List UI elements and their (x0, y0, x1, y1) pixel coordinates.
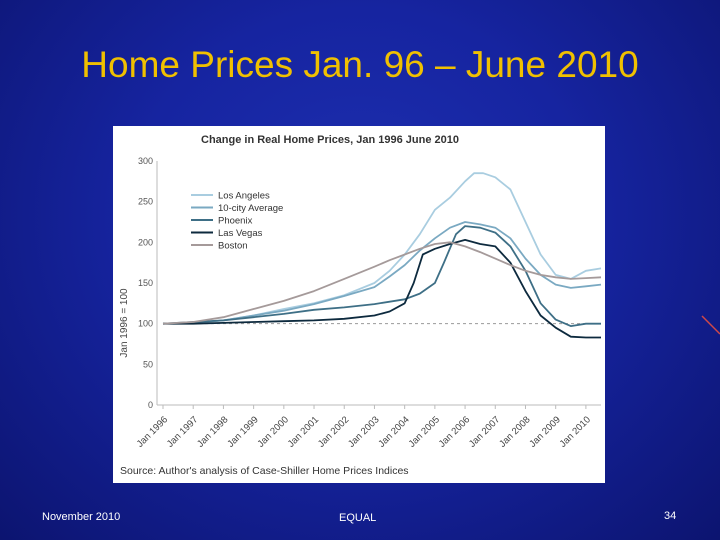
line-chart: Change in Real Home Prices, Jan 1996 Jun… (119, 134, 602, 477)
series-line-las-vegas (163, 239, 601, 339)
y-tick-label: 0 (148, 400, 153, 410)
slide-title: Home Prices Jan. 96 – June 2010 (81, 44, 639, 85)
series-layer (162, 172, 602, 339)
x-tick-label: Jan 2010 (558, 414, 593, 449)
series-line-los-angeles (162, 172, 602, 325)
x-tick-label: Jan 2004 (376, 414, 411, 449)
y-tick-label: 200 (138, 237, 153, 247)
series-line-10-city-average (162, 221, 602, 325)
footer-date: November 2010 (42, 511, 121, 523)
legend-label: 10-city Average (218, 203, 283, 214)
chart-source: Source: Author's analysis of Case-Shille… (120, 465, 409, 477)
x-tick-label: Jan 2001 (286, 414, 321, 449)
x-tick-label: Jan 2008 (497, 414, 532, 449)
y-tick-label: 50 (143, 359, 153, 369)
legend-label: Los Angeles (218, 191, 270, 202)
legend-label: Las Vegas (218, 228, 263, 239)
y-tick-label: 100 (138, 319, 153, 329)
footer-org: EQUAL (339, 512, 377, 524)
y-axis-label: Jan 1996 = 100 (119, 288, 130, 358)
series-line-phoenix (162, 225, 601, 328)
series-line-boston (162, 241, 602, 325)
y-axis: 0 50 100 150 200 250 300 (138, 156, 158, 410)
x-tick-label: Jan 2009 (527, 414, 562, 449)
x-tick-label: Jan 2006 (437, 414, 472, 449)
y-tick-label: 250 (138, 197, 153, 207)
y-tick-label: 300 (138, 156, 153, 166)
y-tick-label: 150 (138, 278, 153, 288)
legend-label: Phoenix (218, 216, 253, 227)
x-tick-label: Jan 2000 (256, 414, 291, 449)
x-tick-label: Jan 2003 (346, 414, 381, 449)
x-tick-label: Jan 2005 (407, 414, 442, 449)
x-tick-label: Jan 1997 (165, 414, 200, 449)
chart-panel: Change in Real Home Prices, Jan 1996 Jun… (113, 126, 605, 483)
x-tick-label: Jan 2002 (316, 414, 351, 449)
legend-label: Boston (218, 241, 248, 252)
x-tick-label: Jan 1996 (135, 414, 170, 449)
x-tick-label: Jan 1998 (195, 414, 230, 449)
x-tick-label: Jan 2007 (467, 414, 502, 449)
chart-title: Change in Real Home Prices, Jan 1996 Jun… (201, 134, 459, 146)
x-tick-label: Jan 1999 (225, 414, 260, 449)
slide-number: 34 (664, 510, 677, 522)
